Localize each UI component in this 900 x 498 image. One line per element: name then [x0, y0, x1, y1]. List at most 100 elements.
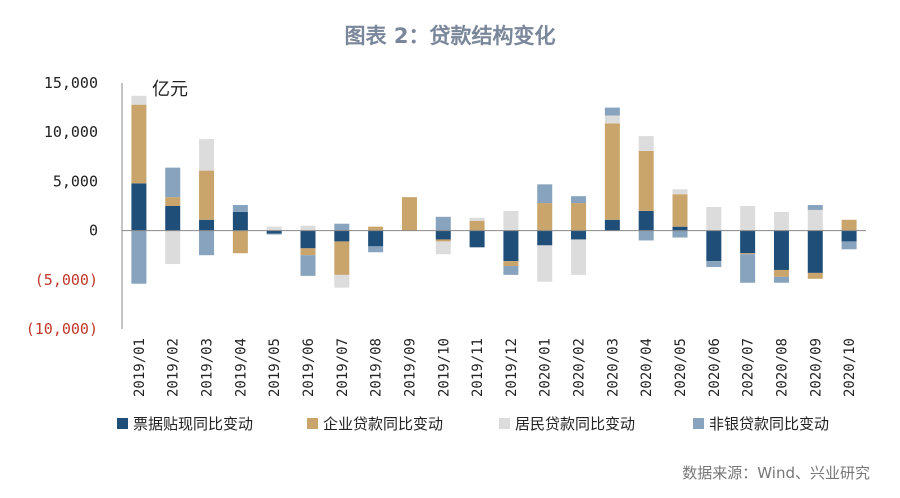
bar-segment-series-3 [131, 230, 147, 284]
bar-segment-series-3 [672, 230, 688, 238]
x-tick-label: 2020/05 [673, 338, 689, 397]
bar-series [131, 95, 857, 288]
bar-segment-series-0 [199, 219, 215, 231]
x-tick-label: 2020/07 [741, 338, 757, 397]
legend-label: 非银贷款同比变动 [709, 415, 829, 433]
bar-segment-series-1 [199, 170, 215, 220]
x-tick-label: 2020/09 [808, 338, 824, 397]
bar-segment-series-2 [165, 230, 181, 265]
x-tick-label: 2019/10 [436, 338, 452, 397]
bar-segment-series-0 [706, 230, 722, 262]
bar-segment-series-0 [537, 230, 553, 246]
bar-segment-series-1 [435, 239, 451, 242]
chart-title: 图表 2：贷款结构变化 [345, 24, 556, 48]
y-tick-label: 10,000 [44, 123, 98, 141]
bar-segment-series-3 [334, 223, 350, 231]
y-tick-label: (5,000) [35, 271, 98, 289]
bar-segment-series-1 [300, 248, 316, 256]
bar-segment-series-2 [773, 211, 789, 231]
bar-segment-series-0 [469, 230, 485, 248]
bar-segment-series-3 [638, 230, 654, 241]
bar-segment-series-3 [807, 205, 823, 210]
bar-segment-series-2 [469, 217, 485, 221]
legend-swatch [693, 418, 704, 429]
legend: 票据贴现同比变动 企业贷款同比变动 居民贷款同比变动 非银贷款同比变动 [117, 415, 829, 433]
bar-segment-series-3 [503, 266, 519, 275]
bar-segment-series-0 [740, 230, 756, 254]
x-tick-label: 2019/05 [267, 338, 283, 397]
y-axis-ticks: 15,000 10,000 5,000 0 (5,000) (10,000) [26, 74, 98, 338]
bar-segment-series-2 [266, 226, 282, 231]
bar-segment-series-3 [368, 246, 384, 253]
bar-segment-series-2 [334, 274, 350, 288]
bar-segment-series-0 [672, 226, 688, 231]
bar-segment-series-1 [131, 104, 147, 184]
bar-segment-series-0 [334, 230, 350, 242]
bar-segment-series-3 [604, 107, 620, 116]
bar-segment-series-0 [604, 219, 620, 231]
bar-segment-series-1 [740, 253, 756, 255]
bar-segment-series-2 [537, 245, 553, 282]
bar-segment-series-2 [638, 136, 654, 151]
bar-segment-series-2 [199, 139, 215, 171]
legend-swatch [117, 418, 128, 429]
bar-segment-series-0 [131, 183, 147, 231]
bar-segment-series-0 [266, 230, 282, 234]
legend-swatch [499, 418, 510, 429]
bar-segment-series-3 [165, 167, 181, 198]
bar-segment-series-0 [571, 230, 587, 240]
legend-label: 票据贴现同比变动 [133, 415, 253, 433]
y-tick-label: (10,000) [26, 320, 98, 338]
bar-segment-series-2 [706, 206, 722, 231]
bar-segment-series-2 [300, 225, 316, 231]
bar-segment-series-3 [537, 184, 553, 204]
x-tick-label: 2019/11 [470, 338, 486, 397]
bar-segment-series-2 [503, 210, 519, 231]
bar-segment-series-0 [300, 230, 316, 249]
bar-segment-series-1 [537, 203, 553, 231]
x-tick-label: 2020/06 [707, 338, 723, 397]
bar-segment-series-2 [435, 241, 451, 255]
bar-segment-series-0 [165, 206, 181, 231]
source-note: 数据来源：Wind、兴业研究 [682, 464, 870, 482]
bar-segment-series-0 [773, 230, 789, 270]
y-tick-label: 0 [89, 222, 98, 240]
legend-label: 居民贷款同比变动 [515, 415, 635, 433]
bar-segment-series-0 [503, 230, 519, 262]
bar-segment-series-3 [232, 205, 248, 212]
x-tick-label: 2019/07 [335, 338, 351, 397]
bar-segment-series-2 [604, 115, 620, 124]
bar-segment-series-2 [571, 239, 587, 275]
bar-segment-series-2 [740, 206, 756, 231]
x-tick-label: 2019/02 [166, 338, 182, 397]
x-tick-label: 2020/02 [572, 338, 588, 397]
bar-segment-series-1 [672, 194, 688, 227]
x-tick-label: 2020/01 [538, 338, 554, 397]
bar-segment-series-1 [401, 197, 417, 231]
bar-segment-series-3 [706, 261, 722, 268]
x-tick-label: 2019/12 [504, 338, 520, 397]
x-axis-ticks: 2019/01 2019/02 2019/03 2019/04 2019/05 2019/… [132, 338, 858, 397]
bar-segment-series-3 [740, 254, 756, 283]
x-tick-label: 2019/09 [402, 338, 418, 397]
bar-segment-series-1 [604, 123, 620, 220]
bar-segment-series-0 [435, 230, 451, 240]
bar-segment-series-2 [131, 95, 147, 105]
bar-segment-series-1 [807, 272, 823, 279]
legend-swatch [307, 418, 318, 429]
bar-segment-series-3 [773, 276, 789, 283]
bar-segment-series-0 [232, 211, 248, 231]
y-tick-label: 15,000 [44, 74, 98, 92]
bar-segment-series-3 [435, 216, 451, 231]
bar-segment-series-0 [368, 230, 384, 247]
bar-segment-series-3 [841, 241, 857, 250]
bar-segment-series-1 [165, 197, 181, 206]
bar-segment-series-0 [841, 230, 857, 242]
x-tick-label: 2020/10 [842, 338, 858, 397]
legend-label: 企业贷款同比变动 [323, 415, 443, 433]
bar-segment-series-1 [773, 269, 789, 277]
bar-segment-series-1 [334, 241, 350, 275]
x-tick-label: 2019/01 [132, 338, 148, 397]
bar-segment-series-1 [469, 220, 485, 231]
